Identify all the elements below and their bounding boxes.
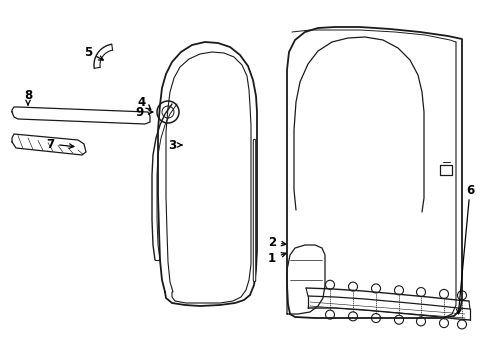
Text: 8: 8 (24, 89, 32, 102)
Text: 5: 5 (84, 45, 92, 59)
Text: 3: 3 (167, 139, 176, 152)
Text: 7: 7 (46, 138, 54, 150)
Text: 6: 6 (465, 184, 473, 197)
Text: 2: 2 (267, 235, 276, 248)
Text: 4: 4 (138, 95, 146, 108)
Text: 1: 1 (267, 252, 276, 265)
Text: 9: 9 (136, 105, 144, 118)
